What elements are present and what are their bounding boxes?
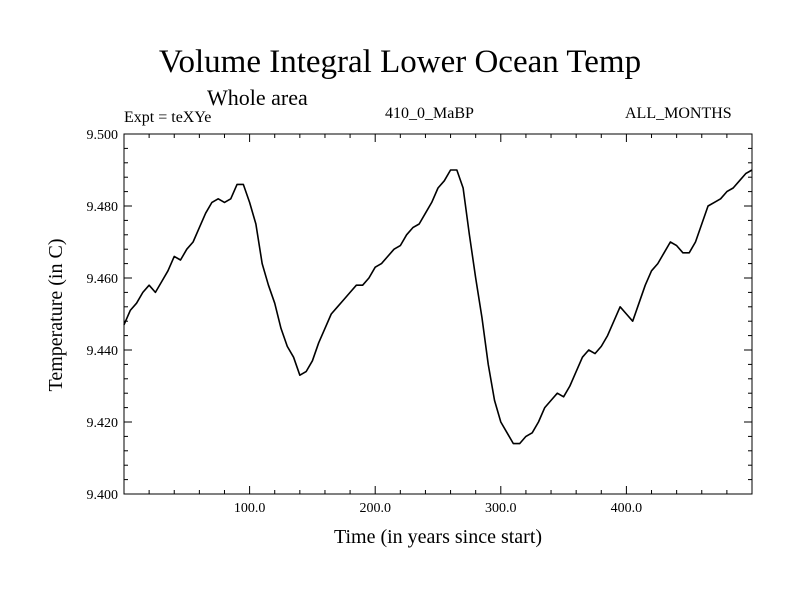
- y-tick-label: 9.440: [87, 344, 119, 359]
- y-tick-label: 9.500: [87, 128, 119, 143]
- tick-labels-group: 100.0 200.0 300.0 400.0 9.400 9.420 9.440 9.460…: [87, 128, 643, 516]
- y-tick-label: 9.480: [87, 200, 119, 215]
- y-tick-label: 9.460: [87, 272, 119, 287]
- x-tick-label: 100.0: [234, 501, 266, 516]
- experiment-label: Expt = teXYe: [124, 109, 212, 126]
- x-tick-label: 400.0: [611, 501, 643, 516]
- months-label: ALL_MONTHS: [625, 105, 732, 122]
- ticks-group: [124, 134, 752, 494]
- chart-title: Volume Integral Lower Ocean Temp: [158, 44, 642, 80]
- chart-subtitle: Whole area: [207, 85, 308, 110]
- y-tick-label: 9.420: [87, 416, 119, 431]
- plot-frame: [123, 133, 753, 495]
- x-tick-label: 200.0: [359, 501, 391, 516]
- y-tick-label: 9.400: [87, 488, 119, 503]
- run-id-label: 410_0_MaBP: [385, 105, 474, 122]
- x-tick-label: 300.0: [485, 501, 517, 516]
- temperature-series-line: [123, 169, 753, 445]
- x-axis-label: Time (in years since start): [333, 526, 543, 548]
- y-axis-label: Temperature (in C): [45, 238, 67, 392]
